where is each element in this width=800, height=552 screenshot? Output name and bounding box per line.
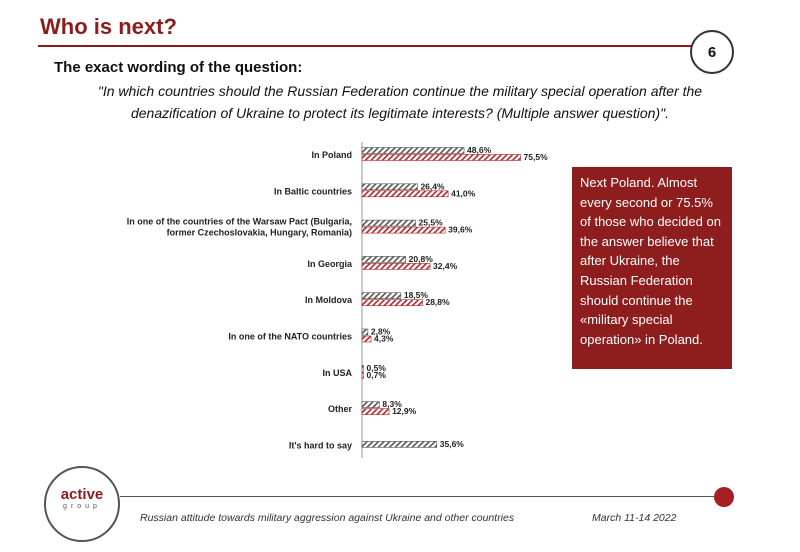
bar [361, 154, 521, 161]
bar [361, 183, 418, 191]
category-label: In Georgia [307, 259, 353, 269]
data-label: 18,5% [404, 290, 429, 300]
bar [361, 401, 380, 408]
category-label: In one of the countries of the Warsaw Pa… [127, 217, 352, 238]
category-label-line: former Czechoslovakia, Hungary, Romania) [167, 228, 352, 238]
category-label-line: In one of the countries of the Warsaw Pa… [127, 217, 352, 227]
data-label: 75,5% [524, 152, 549, 162]
category-label-line: In Moldova [305, 295, 353, 305]
footer-date: March 11-14 2022 [592, 512, 677, 524]
category-label: In USA [322, 368, 352, 378]
data-label: 48,6% [467, 145, 492, 155]
highlight-note: Next Poland. Almost every second or 75.5… [572, 167, 732, 369]
page-title: Who is next? [40, 14, 177, 39]
data-label: 0,7% [367, 370, 387, 380]
category-label: In Poland [312, 150, 353, 160]
data-label: 8,3% [382, 399, 402, 409]
bar [361, 408, 390, 415]
bar [361, 365, 364, 372]
footer-divider [120, 496, 720, 497]
data-label: 25,5% [419, 218, 444, 228]
bar [361, 441, 438, 448]
category-label-line: In Poland [312, 150, 353, 160]
category-label: In one of the NATO countries [228, 332, 352, 342]
logo-main-text: active [60, 486, 104, 503]
data-label: 32,4% [433, 261, 458, 271]
bar-chart: In Poland 48,6% 75,5% In Baltic countries 26… [127, 142, 549, 458]
data-label: 26,4% [420, 181, 445, 191]
data-label: 41,0% [451, 188, 476, 198]
question-text: "In which countries should the Russian F… [97, 83, 703, 121]
bar [361, 219, 416, 227]
category-label-line: In Georgia [307, 259, 353, 269]
data-label: 0,5% [367, 363, 387, 373]
bar [361, 147, 465, 154]
category-label: In Baltic countries [274, 186, 352, 196]
data-label: 35,6% [440, 439, 465, 449]
category-label: Other [328, 404, 353, 414]
bar [361, 226, 446, 234]
bar [361, 299, 423, 306]
footer-dot [714, 487, 734, 507]
page-number-badge: 6 [690, 30, 734, 74]
data-label: 12,9% [392, 406, 417, 416]
bar [361, 190, 449, 198]
category-label-line: Other [328, 404, 353, 414]
logo-sub-text: group [63, 503, 101, 510]
bar [361, 263, 431, 270]
bar [361, 372, 364, 379]
data-label: 39,6% [448, 225, 473, 235]
bar [361, 328, 369, 336]
bar [361, 292, 402, 299]
title-divider [38, 45, 698, 47]
category-label: It's hard to say [289, 440, 352, 450]
category-label-line: It's hard to say [289, 440, 352, 450]
data-label: 20,8% [409, 254, 434, 264]
data-label: 28,8% [425, 297, 450, 307]
category-label-line: In Baltic countries [274, 186, 352, 196]
question-label: The exact wording of the question: [54, 59, 303, 76]
category-label-line: In USA [322, 368, 352, 378]
bar [361, 335, 372, 343]
category-label-line: In one of the NATO countries [228, 332, 352, 342]
data-label: 2,8% [371, 327, 391, 337]
logo: active group [44, 466, 120, 542]
bar [361, 256, 406, 263]
footer-caption: Russian attitude towards military aggres… [140, 512, 515, 524]
category-label: In Moldova [305, 295, 353, 305]
data-label: 4,3% [374, 334, 394, 344]
